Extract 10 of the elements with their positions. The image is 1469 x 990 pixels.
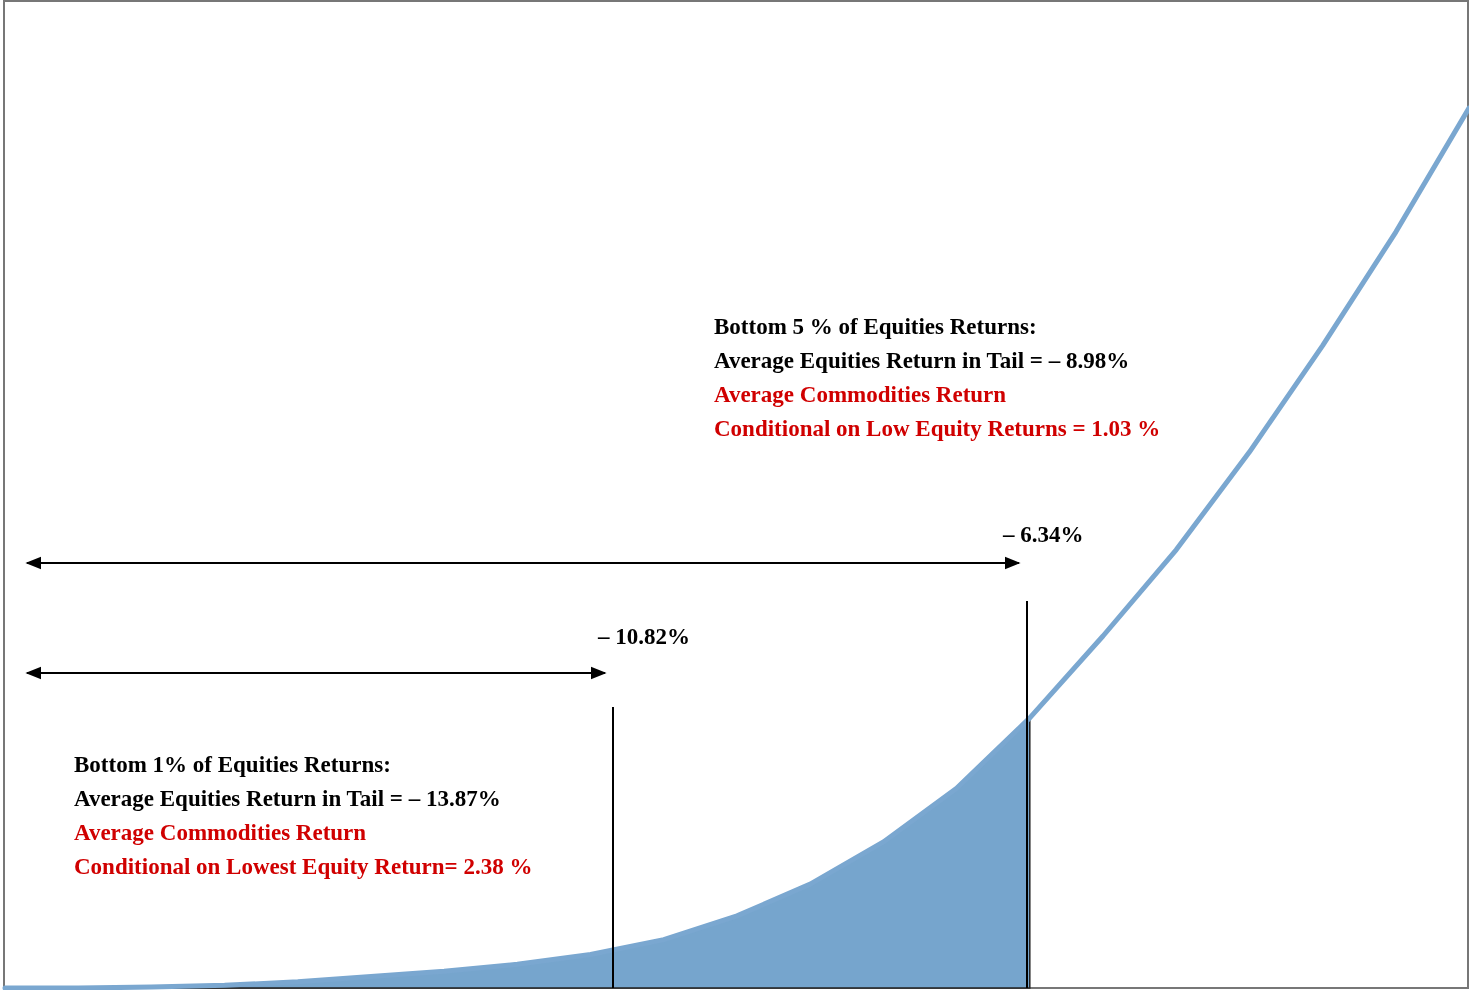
annotation: Bottom 5 % of Equities Returns: — [714, 314, 1037, 339]
annotation: Average Commodities Return — [74, 820, 367, 845]
annotation: – 6.34% — [1002, 522, 1084, 547]
annotation: Average Commodities Return — [714, 382, 1007, 407]
annotation: – 10.82% — [597, 624, 690, 649]
annotation: Average Equities Return in Tail = – 8.98% — [714, 348, 1130, 373]
annotation: Average Equities Return in Tail = – 13.87% — [74, 786, 501, 811]
annotation: Conditional on Lowest Equity Return= 2.38 % — [74, 854, 533, 879]
annotation: Bottom 1% of Equities Returns: — [74, 752, 391, 777]
annotation: Conditional on Low Equity Returns = 1.03 % — [714, 416, 1161, 441]
